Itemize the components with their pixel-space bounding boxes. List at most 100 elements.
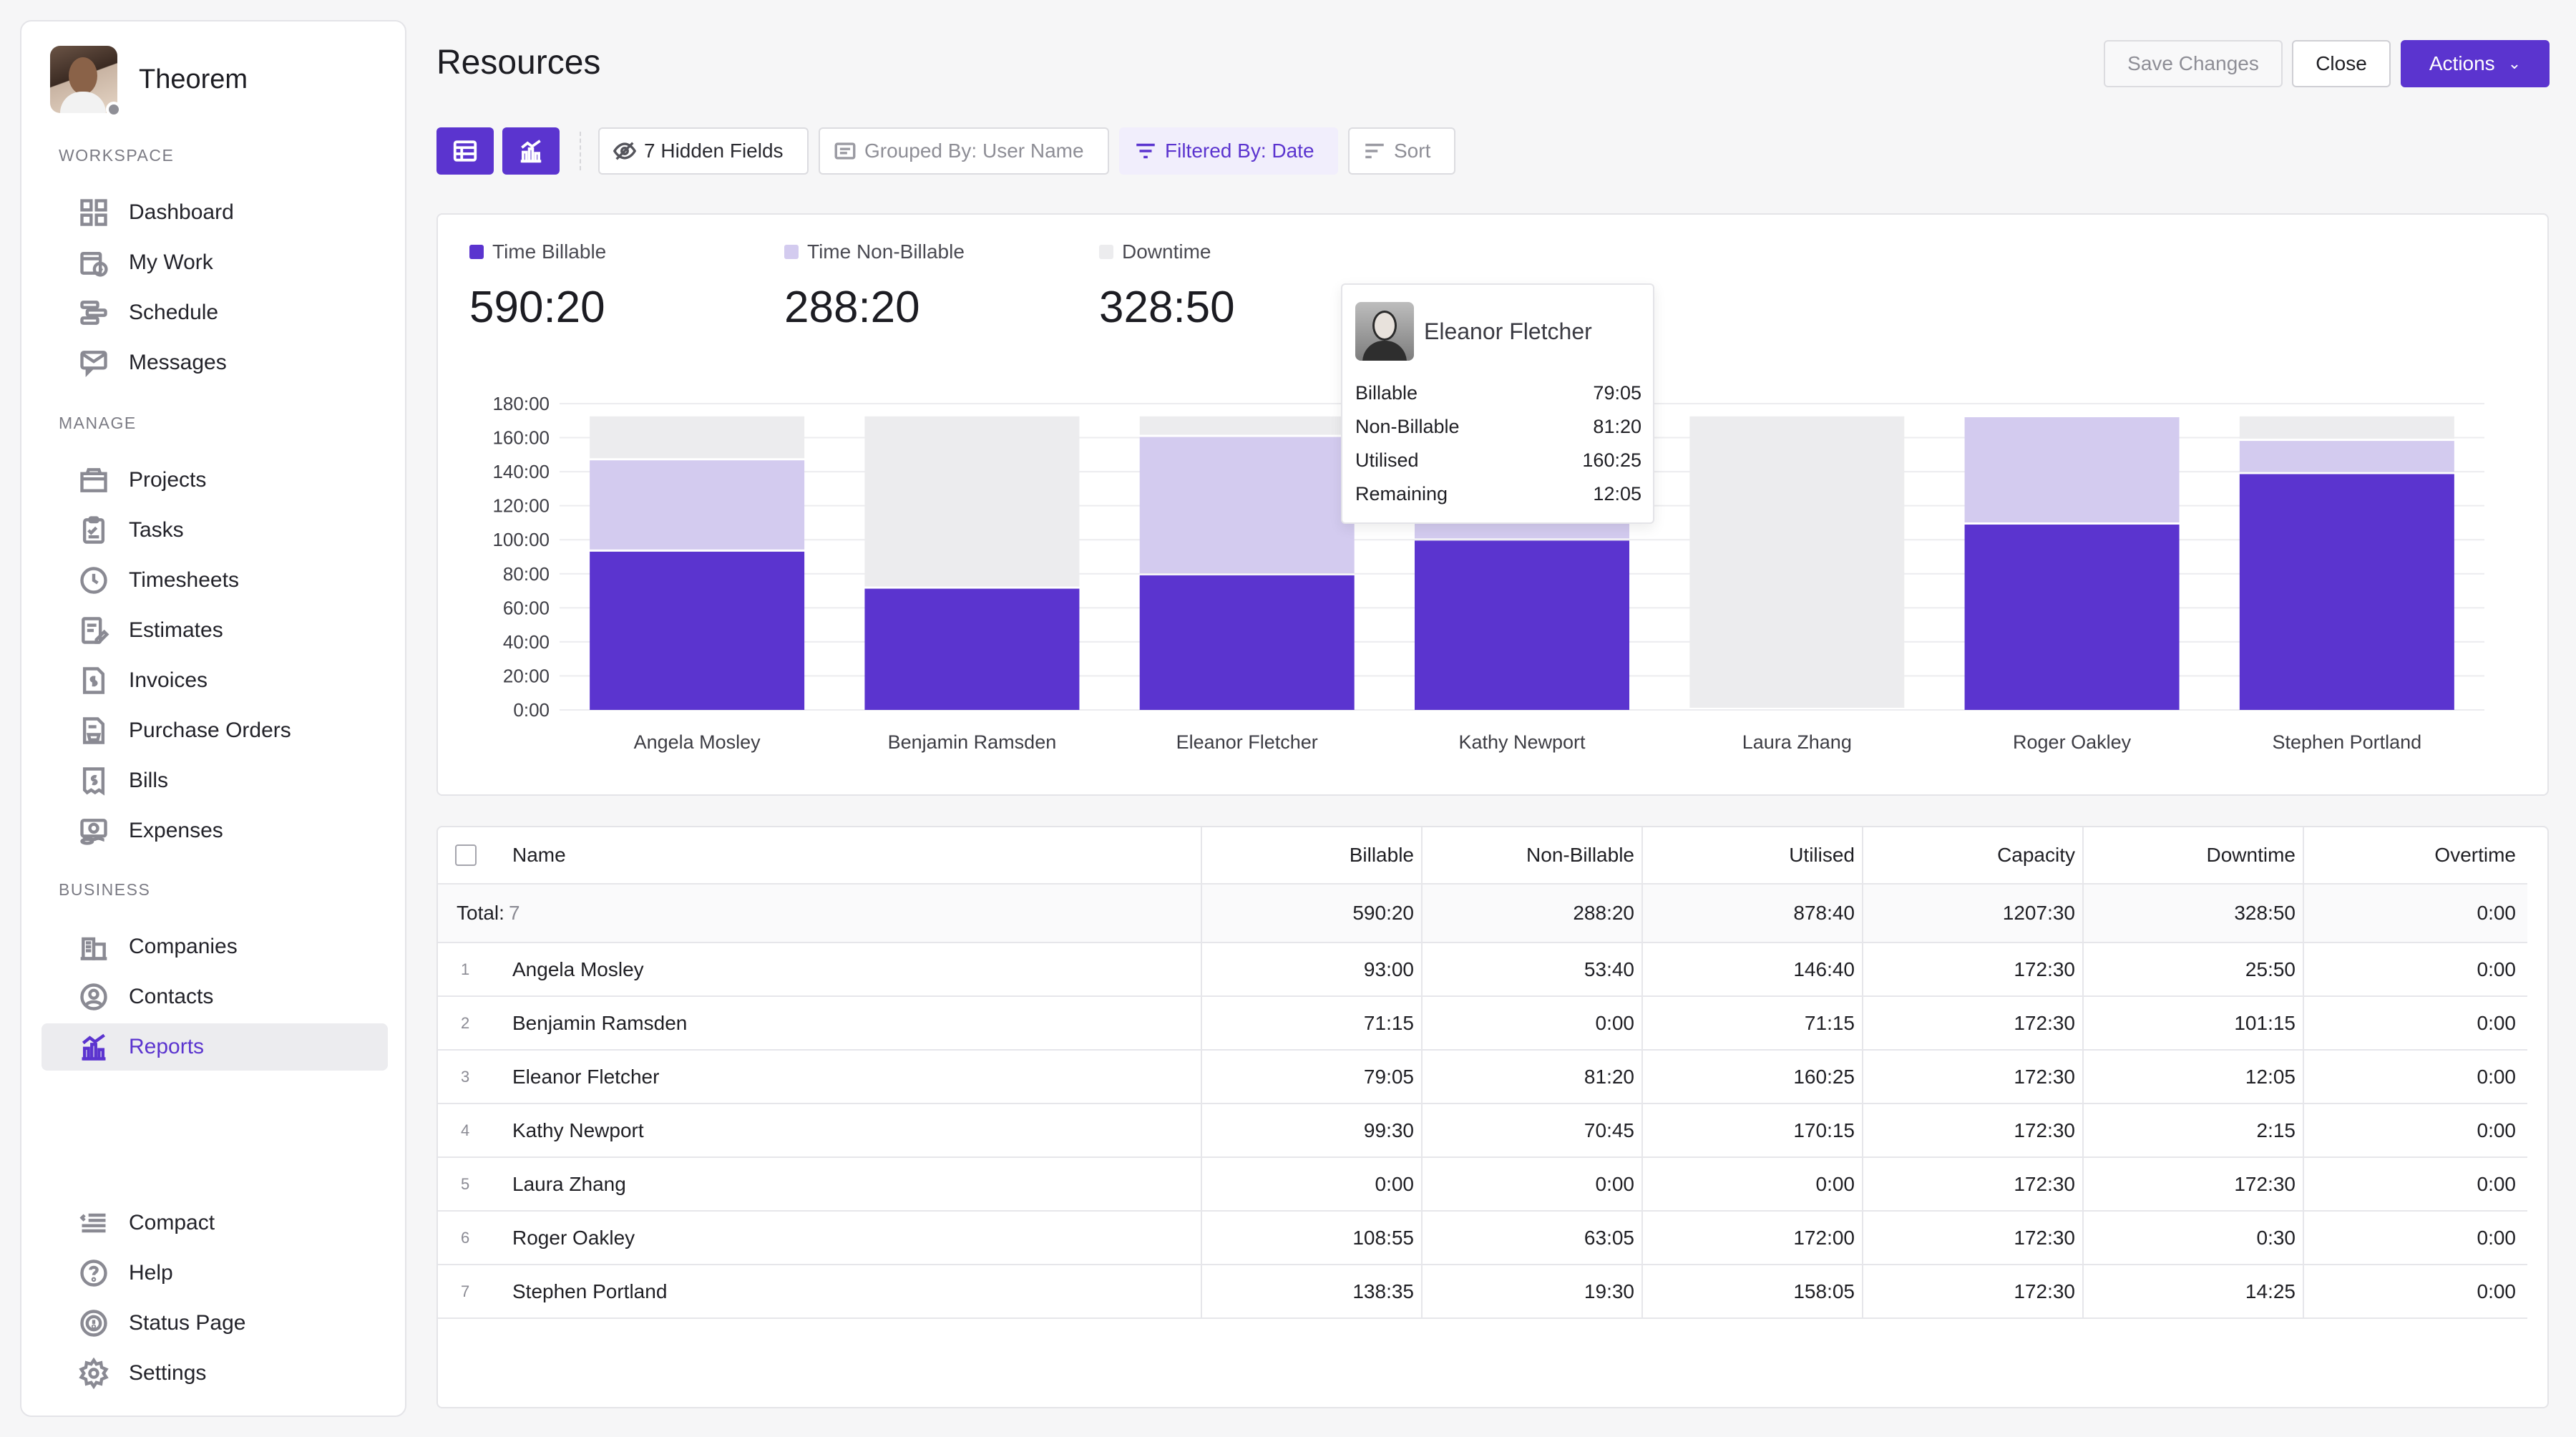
sidebar-item-invoices[interactable]: Invoices	[42, 657, 388, 704]
column-header-utilised[interactable]: Utilised	[1641, 827, 1862, 883]
sort-button[interactable]: Sort	[1348, 127, 1455, 175]
bar-segment-billable[interactable]	[1964, 525, 2180, 710]
sidebar-item-estimates[interactable]: Estimates	[42, 607, 388, 654]
sidebar-item-dashboard[interactable]: Dashboard	[42, 189, 388, 236]
sidebar-item-purchase-orders[interactable]: Purchase Orders	[42, 707, 388, 754]
sidebar-item-label: Purchase Orders	[129, 718, 291, 742]
expenses-icon	[76, 813, 112, 849]
bar-segment-non-billable[interactable]	[2239, 441, 2454, 472]
cell-overtime: 0:00	[2303, 1158, 2523, 1210]
save-changes-button[interactable]: Save Changes	[2104, 40, 2283, 87]
table-row[interactable]: 7 Stephen Portland 138:35 19:30 158:05 172:30…	[438, 1265, 2527, 1319]
cell-non-billable: 0:00	[1421, 1158, 1641, 1210]
sidebar-item-timesheets[interactable]: Timesheets	[42, 557, 388, 604]
y-tick-label: 20:00	[503, 665, 550, 686]
sidebar-item-my-work[interactable]: My Work	[42, 239, 388, 286]
bar-segment-billable[interactable]	[864, 588, 1080, 710]
sidebar-item-label: My Work	[129, 250, 213, 274]
avatar[interactable]	[50, 46, 122, 117]
table-row[interactable]: 4 Kathy Newport 99:30 70:45 170:15 172:30 2:15…	[438, 1104, 2527, 1158]
bar-segment-downtime[interactable]	[590, 416, 805, 459]
sidebar-item-expenses[interactable]: Expenses	[42, 807, 388, 854]
select-all-checkbox[interactable]	[455, 844, 477, 866]
my-work-icon	[76, 245, 112, 281]
table-row[interactable]: 1 Angela Mosley 93:00 53:40 146:40 172:30 25:5…	[438, 943, 2527, 997]
kpi-billable: Time Billable 590:20	[469, 240, 606, 333]
bar-segment-billable[interactable]	[590, 551, 805, 710]
table-view-button[interactable]	[436, 127, 494, 175]
table-row[interactable]: 3 Eleanor Fletcher 79:05 81:20 160:25 172:30 1…	[438, 1051, 2527, 1104]
tooltip-value: 79:05	[1593, 382, 1641, 404]
row-number: 4	[461, 1121, 470, 1139]
cell-downtime: 14:25	[2082, 1265, 2303, 1317]
y-tick-label: 160:00	[492, 427, 550, 449]
app-name: Theorem	[139, 64, 248, 94]
cell-downtime: 25:50	[2082, 943, 2303, 995]
chart-panel: Time Billable 590:20 Time Non-Billable 2…	[436, 213, 2549, 796]
help-icon	[76, 1255, 112, 1291]
bar-segment-non-billable[interactable]	[1964, 417, 2180, 523]
column-header-downtime[interactable]: Downtime	[2082, 827, 2303, 883]
bar-segment-billable[interactable]	[1415, 540, 1629, 710]
bills-icon	[76, 763, 112, 799]
y-tick-label: 120:00	[492, 495, 550, 517]
table-row[interactable]: 2 Benjamin Ramsden 71:15 0:00 71:15 172:30 101…	[438, 997, 2527, 1051]
chart-tooltip: Eleanor Fletcher Billable 79:05 Non-Bill…	[1341, 283, 1654, 524]
bar-segment-billable[interactable]	[1139, 575, 1355, 710]
sidebar-item-settings[interactable]: Settings	[42, 1350, 388, 1397]
bar-segment-non-billable[interactable]	[590, 460, 805, 550]
legend-label-billable: Time Billable	[492, 240, 607, 263]
column-header-billable[interactable]: Billable	[1201, 827, 1421, 883]
sidebar-item-tasks[interactable]: Tasks	[42, 507, 388, 554]
schedule-icon	[76, 295, 112, 331]
legend-label-downtime: Downtime	[1122, 240, 1211, 263]
sidebar-item-label: Projects	[129, 468, 207, 492]
column-header-capacity[interactable]: Capacity	[1862, 827, 2082, 883]
sidebar-item-label: Schedule	[129, 301, 219, 324]
cell-utilised: 146:40	[1641, 943, 1862, 995]
tasks-icon	[76, 512, 112, 548]
column-header-name[interactable]: Name	[512, 844, 566, 866]
bar-segment-downtime[interactable]	[1139, 416, 1355, 435]
sidebar-item-compact[interactable]: Compact	[42, 1199, 388, 1247]
sidebar-item-messages[interactable]: Messages	[42, 339, 388, 386]
table-total-row: Total: 7 590:20 288:20 878:40 1207:30 32…	[438, 885, 2527, 943]
section-label-manage: Manage	[59, 414, 137, 432]
bar-segment-downtime[interactable]	[2239, 416, 2454, 439]
bar-segment-downtime[interactable]	[1689, 416, 1905, 708]
table-row[interactable]: 5 Laura Zhang 0:00 0:00 0:00 172:30 172:30 0:00	[438, 1158, 2527, 1212]
bar-segment-billable[interactable]	[2239, 474, 2454, 710]
row-number: 6	[461, 1228, 470, 1247]
table-row[interactable]: 6 Roger Oakley 108:55 63:05 172:00 172:30 0:30…	[438, 1212, 2527, 1265]
cell-billable: 71:15	[1201, 997, 1421, 1049]
hidden-fields-button[interactable]: 7 Hidden Fields	[598, 127, 809, 175]
sidebar-item-contacts[interactable]: Contacts	[42, 973, 388, 1020]
cell-capacity: 172:30	[1862, 1265, 2082, 1317]
sidebar-item-schedule[interactable]: Schedule	[42, 289, 388, 336]
cell-non-billable: 70:45	[1421, 1104, 1641, 1156]
sidebar-item-companies[interactable]: Companies	[42, 923, 388, 970]
cell-overtime: 0:00	[2303, 1265, 2523, 1317]
sidebar-item-status-page[interactable]: Status Page	[42, 1300, 388, 1347]
close-button[interactable]: Close	[2292, 40, 2391, 87]
status-indicator	[106, 102, 122, 117]
select-all-checkbox-cell	[455, 827, 477, 883]
column-header-non-billable[interactable]: Non-Billable	[1421, 827, 1641, 883]
y-tick-label: 60:00	[503, 597, 550, 618]
cell-billable: 99:30	[1201, 1104, 1421, 1156]
chart-view-button[interactable]	[502, 127, 560, 175]
cell-billable: 93:00	[1201, 943, 1421, 995]
column-header-overtime[interactable]: Overtime	[2303, 827, 2523, 883]
filtered-by-button[interactable]: Filtered By: Date	[1119, 127, 1338, 175]
bar-segment-downtime[interactable]	[864, 416, 1080, 587]
workspace-brand[interactable]: Theorem	[50, 46, 248, 117]
bar-segment-non-billable[interactable]	[1139, 437, 1355, 573]
actions-button[interactable]: Actions ⌄	[2401, 40, 2550, 87]
page-title: Resources	[436, 44, 601, 82]
sidebar-item-bills[interactable]: Bills	[42, 757, 388, 804]
sidebar-item-help[interactable]: Help	[42, 1250, 388, 1297]
sidebar-item-reports[interactable]: Reports	[42, 1023, 388, 1071]
sidebar-item-label: Reports	[129, 1035, 205, 1058]
sidebar-item-projects[interactable]: Projects	[42, 457, 388, 504]
grouped-by-button[interactable]: Grouped By: User Name	[819, 127, 1109, 175]
